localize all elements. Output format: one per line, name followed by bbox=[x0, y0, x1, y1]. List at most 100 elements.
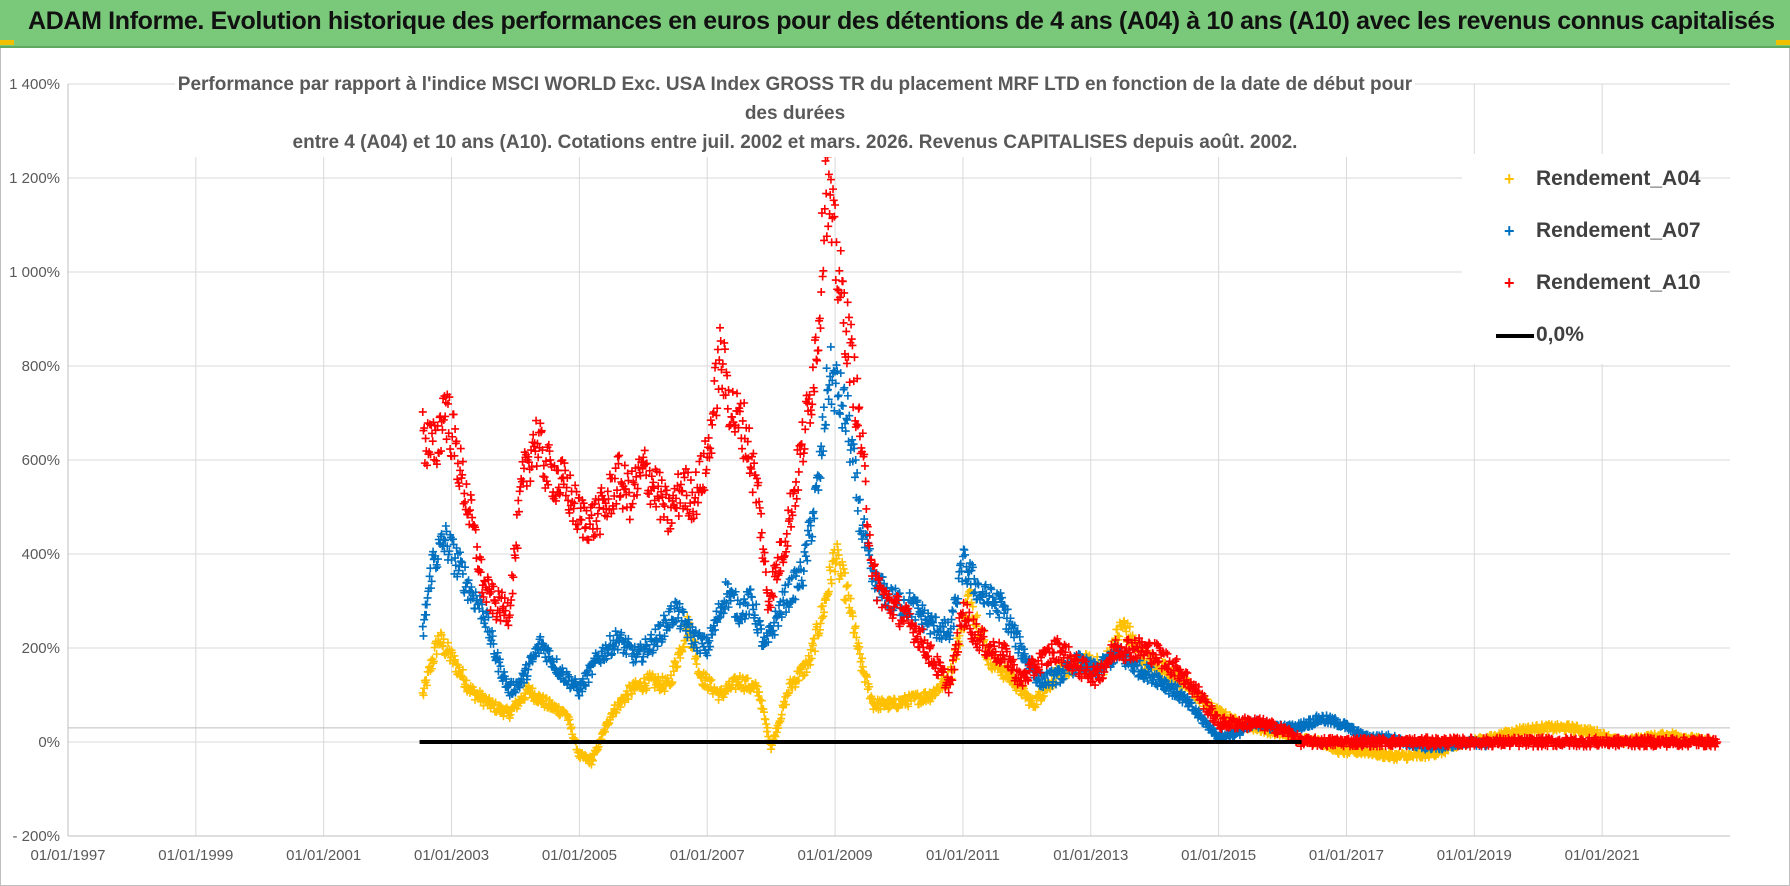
data-point bbox=[581, 523, 590, 532]
data-point bbox=[706, 444, 715, 453]
data-point bbox=[1183, 669, 1192, 678]
data-point bbox=[965, 608, 974, 617]
data-point bbox=[707, 449, 716, 458]
data-point bbox=[715, 356, 724, 365]
data-point bbox=[604, 494, 613, 503]
data-point bbox=[926, 629, 935, 638]
data-point bbox=[456, 466, 465, 475]
data-point bbox=[565, 508, 574, 517]
data-point bbox=[1167, 679, 1176, 688]
x-tick-label: 01/01/2013 bbox=[1053, 847, 1128, 864]
data-point bbox=[437, 447, 446, 456]
data-point bbox=[567, 723, 576, 732]
data-point bbox=[571, 481, 580, 490]
data-point bbox=[764, 638, 773, 647]
data-point bbox=[858, 654, 867, 663]
data-point bbox=[772, 560, 781, 569]
data-point bbox=[995, 658, 1004, 667]
data-point bbox=[462, 676, 471, 685]
data-point bbox=[593, 524, 602, 533]
data-point bbox=[841, 427, 850, 436]
data-point bbox=[441, 536, 450, 545]
data-point bbox=[638, 464, 647, 473]
data-point bbox=[717, 365, 726, 374]
data-point bbox=[483, 607, 492, 616]
data-point bbox=[852, 633, 861, 642]
data-point bbox=[663, 515, 672, 524]
data-point bbox=[539, 461, 548, 470]
data-point bbox=[660, 502, 669, 511]
data-point bbox=[959, 598, 968, 607]
data-point bbox=[716, 613, 725, 622]
data-point bbox=[509, 573, 518, 582]
data-point bbox=[531, 447, 540, 456]
data-point bbox=[442, 435, 451, 444]
data-point bbox=[534, 453, 543, 462]
data-point bbox=[429, 547, 438, 556]
data-point bbox=[749, 605, 758, 614]
data-point bbox=[1051, 657, 1060, 666]
data-point bbox=[527, 463, 536, 471]
data-point bbox=[603, 487, 612, 496]
data-point bbox=[580, 680, 589, 689]
data-point bbox=[752, 474, 761, 483]
data-point bbox=[710, 376, 719, 385]
data-point bbox=[918, 601, 927, 610]
data-point bbox=[991, 647, 1000, 656]
data-point bbox=[760, 708, 769, 717]
data-point bbox=[1010, 621, 1019, 630]
data-point bbox=[817, 209, 826, 218]
data-point bbox=[462, 480, 471, 489]
data-point bbox=[540, 473, 549, 482]
data-point bbox=[432, 650, 441, 659]
data-point bbox=[627, 503, 636, 512]
data-point bbox=[484, 613, 493, 622]
data-point bbox=[609, 504, 618, 513]
data-point bbox=[704, 433, 713, 442]
data-point bbox=[948, 676, 957, 685]
data-point bbox=[496, 662, 505, 671]
y-tick-label: 0% bbox=[38, 734, 60, 751]
data-point bbox=[974, 580, 983, 589]
data-point bbox=[693, 498, 702, 507]
data-point bbox=[602, 654, 611, 663]
data-point bbox=[671, 597, 680, 606]
data-point bbox=[524, 458, 533, 467]
data-point bbox=[459, 499, 468, 508]
data-point bbox=[461, 563, 470, 572]
data-point bbox=[1098, 674, 1107, 683]
data-point bbox=[528, 684, 537, 693]
data-point bbox=[905, 609, 914, 618]
data-point bbox=[848, 341, 857, 350]
data-point bbox=[862, 504, 871, 513]
data-point bbox=[1154, 657, 1163, 666]
data-point bbox=[794, 583, 803, 592]
data-point bbox=[691, 493, 700, 502]
data-point bbox=[584, 536, 593, 545]
data-point bbox=[842, 327, 851, 336]
data-point bbox=[488, 609, 497, 618]
data-point bbox=[957, 567, 966, 576]
data-point bbox=[851, 622, 860, 631]
data-point bbox=[612, 499, 621, 508]
data-point bbox=[801, 425, 810, 434]
data-point bbox=[926, 641, 935, 650]
data-point bbox=[996, 589, 1005, 598]
data-point bbox=[734, 423, 743, 432]
data-point bbox=[990, 642, 999, 651]
data-point bbox=[634, 463, 643, 472]
data-point bbox=[505, 611, 514, 620]
data-point bbox=[1213, 711, 1222, 720]
y-tick-label: 1 200% bbox=[9, 170, 60, 187]
y-tick-label: - 200% bbox=[12, 828, 60, 845]
data-point bbox=[772, 575, 781, 584]
data-point bbox=[1201, 697, 1210, 706]
data-point bbox=[461, 497, 470, 506]
data-point bbox=[815, 472, 824, 481]
x-tick-label: 01/01/2021 bbox=[1565, 847, 1640, 864]
data-point bbox=[1131, 653, 1140, 662]
data-point bbox=[770, 630, 779, 639]
data-point bbox=[456, 548, 465, 557]
data-point bbox=[749, 449, 758, 458]
data-point bbox=[757, 528, 766, 537]
